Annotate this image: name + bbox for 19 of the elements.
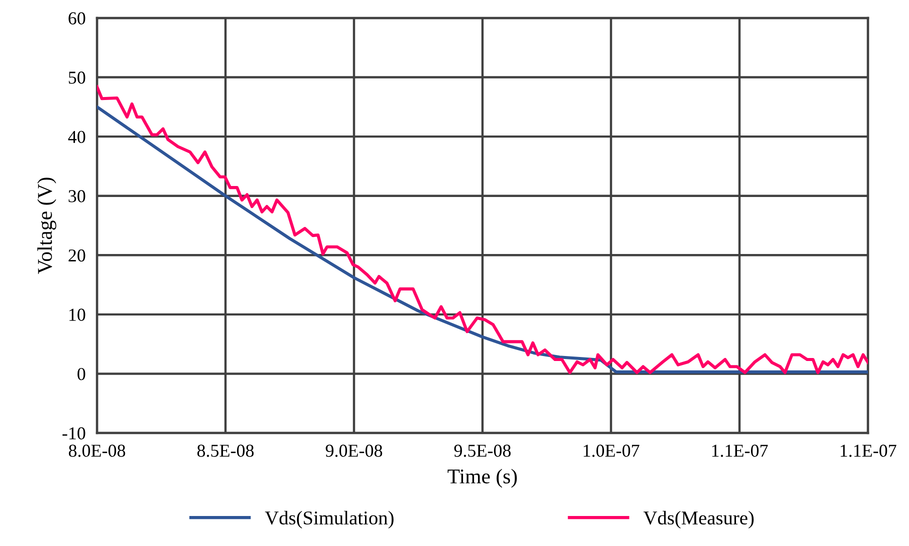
y-tick-label: 40 — [68, 130, 86, 144]
y-tick-label: 30 — [68, 190, 86, 202]
y-tick-label: -10 — [62, 427, 86, 440]
y-axis-title: Voltage (V) — [37, 178, 56, 274]
x-tick-label: 1.0E-07 — [584, 444, 640, 457]
x-tick-label: 9.5E-08 — [454, 444, 511, 457]
x-tick-label: 1.1E-07 — [712, 444, 768, 457]
y-tick-label: 10 — [69, 308, 86, 321]
x-axis-title: Time (s) — [448, 468, 517, 488]
x-tick-label: 9.0E-08 — [326, 444, 382, 457]
y-tick-label: 0 — [78, 368, 86, 380]
y-tick-label: 50 — [68, 72, 86, 84]
legend-label: Vds(Simulation) — [264, 510, 394, 528]
y-tick-label: 60 — [68, 12, 86, 24]
x-tick-label: 8.5E-08 — [197, 444, 254, 457]
legend-label: Vds(Measure) — [643, 510, 754, 528]
y-tick-label: 20 — [68, 249, 86, 262]
x-tick-label: 8.0E-08 — [68, 444, 126, 457]
x-tick-label: 1.1E-07 — [840, 444, 896, 457]
